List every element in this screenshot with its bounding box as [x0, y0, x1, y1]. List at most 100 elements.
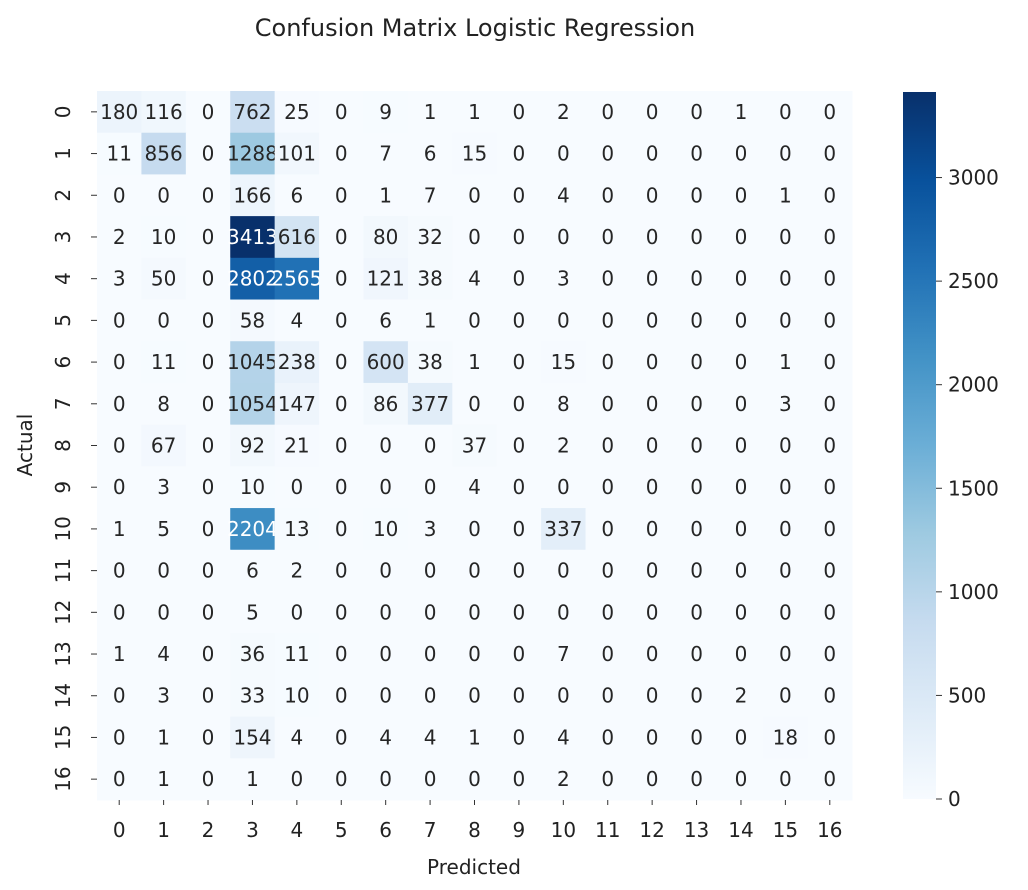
heatmap-cell: [363, 174, 409, 217]
heatmap-cell: [230, 132, 276, 175]
cell-value-label: 0: [513, 434, 526, 458]
heatmap-cell: [230, 257, 276, 301]
cell-value-label: 0: [690, 684, 703, 708]
cell-value-label: 0: [779, 559, 792, 583]
cell-value-label: 33: [240, 684, 265, 708]
heatmap-cell: [807, 132, 853, 175]
heatmap-cell: [407, 216, 453, 259]
heatmap-cell: [541, 132, 587, 175]
cell-value-label: 8: [157, 392, 170, 416]
heatmap-cell: [185, 758, 231, 801]
cell-value-label: 0: [646, 725, 659, 749]
cell-value-label: 0: [335, 392, 348, 416]
heatmap-cell: [407, 91, 453, 134]
heatmap-cell: [452, 382, 498, 426]
cell-value-label: 1: [779, 350, 792, 374]
heatmap-cell: [363, 549, 409, 592]
cell-value-label: 0: [513, 350, 526, 374]
cell-value-label: 0: [468, 559, 481, 583]
heatmap-cell: [319, 591, 364, 634]
heatmap-cell: [585, 549, 631, 592]
cell-value-label: 0: [601, 642, 614, 666]
cell-value-label: 0: [335, 475, 348, 499]
heatmap-cell: [585, 257, 631, 301]
cell-value-label: 0: [113, 434, 126, 458]
cell-value-label: 0: [690, 392, 703, 416]
cell-value-label: 4: [468, 475, 481, 499]
heatmap-cell: [141, 674, 187, 718]
y-tick-label: 5: [51, 314, 75, 327]
heatmap-cell: [363, 299, 409, 342]
heatmap-cell: [274, 591, 320, 634]
cell-value-label: 0: [601, 517, 614, 541]
heatmap-cell: [97, 716, 142, 759]
cell-value-label: 0: [690, 600, 703, 624]
heatmap-cell: [97, 132, 142, 175]
cell-value-label: 0: [335, 308, 348, 332]
heatmap-cell: [807, 257, 853, 301]
cell-value-label: 0: [468, 517, 481, 541]
heatmap-cell: [763, 341, 809, 384]
heatmap-cell: [807, 674, 853, 718]
colorbar-tick-label: 3000: [948, 166, 999, 190]
heatmap-cell: [541, 382, 587, 426]
heatmap-cell: [718, 758, 764, 801]
x-tick-label: 2: [202, 818, 215, 842]
cell-value-label: 1: [468, 100, 481, 124]
cell-value-label: 0: [379, 475, 392, 499]
heatmap-cell: [674, 716, 720, 759]
cell-value-label: 0: [557, 308, 570, 332]
cell-value-label: 0: [646, 142, 659, 166]
heatmap-cell: [407, 132, 453, 175]
heatmap-cell: [274, 716, 320, 759]
heatmap-cell: [97, 508, 142, 551]
cell-value-label: 92: [240, 434, 265, 458]
heatmap-cell: [674, 174, 720, 217]
heatmap-cell: [452, 132, 498, 175]
colorbar-tick-label: 1000: [948, 580, 999, 604]
cell-value-label: 0: [202, 517, 215, 541]
cell-value-label: 1288: [227, 142, 278, 166]
heatmap-cell: [541, 299, 587, 342]
cell-value-label: 1: [157, 725, 170, 749]
heatmap-cell: [97, 466, 142, 509]
heatmap-cell: [496, 174, 542, 217]
cell-value-label: 4: [424, 725, 437, 749]
heatmap-cell: [585, 424, 631, 467]
heatmap-cell: [807, 424, 853, 467]
cell-value-label: 4: [290, 308, 303, 332]
heatmap-cell: [185, 466, 231, 509]
heatmap-cell: [185, 674, 231, 718]
heatmap-cell: [319, 466, 364, 509]
cell-value-label: 0: [690, 350, 703, 374]
heatmap-cell: [274, 382, 320, 426]
heatmap-cell: [674, 758, 720, 801]
heatmap-cell: [97, 299, 142, 342]
heatmap-cell: [763, 299, 809, 342]
cell-value-label: 0: [468, 392, 481, 416]
y-tick-label: 12: [51, 600, 75, 625]
chart-title: Confusion Matrix Logistic Regression: [255, 14, 695, 42]
cell-value-label: 0: [779, 475, 792, 499]
heatmap-cell: [585, 758, 631, 801]
cell-value-label: 0: [202, 225, 215, 249]
y-tick-label: 14: [51, 683, 75, 708]
heatmap-cell: [718, 299, 764, 342]
heatmap-cell: [319, 549, 364, 592]
heatmap-cell: [274, 216, 320, 259]
heatmap-cell: [363, 674, 409, 718]
heatmap-cell: [363, 382, 409, 426]
cell-value-label: 0: [513, 267, 526, 291]
cell-value-label: 0: [735, 225, 748, 249]
cell-value-label: 0: [557, 475, 570, 499]
cell-value-label: 0: [690, 308, 703, 332]
heatmap-cell: [452, 91, 498, 134]
cell-value-label: 0: [157, 559, 170, 583]
cell-value-label: 10: [151, 225, 176, 249]
heatmap-cell: [452, 716, 498, 759]
cell-value-label: 3: [557, 267, 570, 291]
heatmap-cell: [452, 257, 498, 301]
cell-value-label: 0: [513, 183, 526, 207]
heatmap-cell: [452, 216, 498, 259]
cell-value-label: 0: [468, 684, 481, 708]
